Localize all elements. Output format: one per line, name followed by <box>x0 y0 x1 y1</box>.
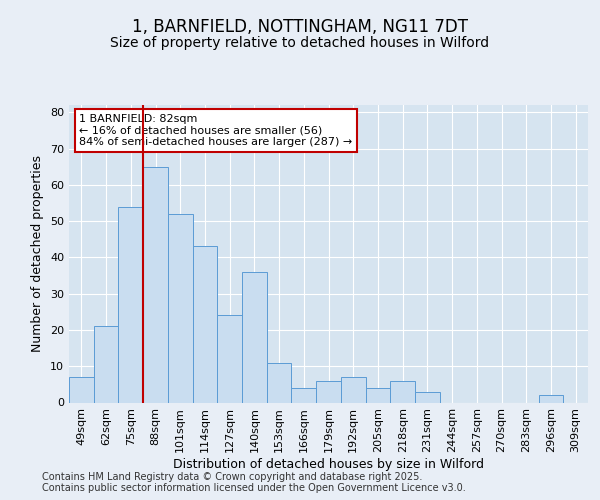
Bar <box>118 206 143 402</box>
Bar <box>69 377 94 402</box>
Bar <box>143 166 168 402</box>
Bar <box>267 362 292 403</box>
Bar <box>365 388 390 402</box>
Text: 1, BARNFIELD, NOTTINGHAM, NG11 7DT: 1, BARNFIELD, NOTTINGHAM, NG11 7DT <box>132 18 468 36</box>
Bar <box>316 380 341 402</box>
Bar <box>168 214 193 402</box>
X-axis label: Distribution of detached houses by size in Wilford: Distribution of detached houses by size … <box>173 458 484 471</box>
Bar <box>217 316 242 402</box>
Bar <box>292 388 316 402</box>
Bar <box>193 246 217 402</box>
Bar <box>415 392 440 402</box>
Text: Contains HM Land Registry data © Crown copyright and database right 2025.
Contai: Contains HM Land Registry data © Crown c… <box>42 472 466 494</box>
Bar <box>539 395 563 402</box>
Bar <box>94 326 118 402</box>
Text: 1 BARNFIELD: 82sqm
← 16% of detached houses are smaller (56)
84% of semi-detache: 1 BARNFIELD: 82sqm ← 16% of detached hou… <box>79 114 353 147</box>
Bar <box>242 272 267 402</box>
Bar <box>390 380 415 402</box>
Bar <box>341 377 365 402</box>
Y-axis label: Number of detached properties: Number of detached properties <box>31 155 44 352</box>
Text: Size of property relative to detached houses in Wilford: Size of property relative to detached ho… <box>110 36 490 50</box>
